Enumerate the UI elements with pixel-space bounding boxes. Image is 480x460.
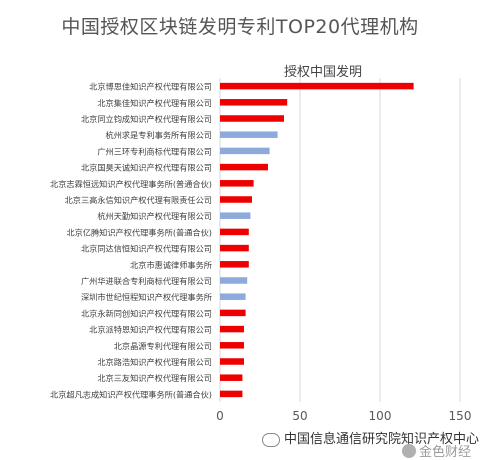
logo-icon	[402, 444, 416, 458]
bar	[220, 244, 249, 252]
category-label: 北京派特恩知识产权代理有限公司	[89, 325, 212, 335]
category-label: 北京国昊天诚知识产权代理有限公司	[81, 163, 212, 173]
bar	[220, 293, 246, 300]
category-label: 北京集佳知识产权代理有限公司	[97, 98, 212, 108]
x-tick-label: 50	[292, 409, 307, 423]
bar	[220, 309, 246, 317]
category-label: 北京同立钧成知识产权代理有限公司	[81, 114, 212, 124]
bar	[220, 212, 251, 219]
x-tick-label: 100	[369, 409, 392, 423]
category-label: 广州三环专利商标代理有限公司	[97, 146, 212, 156]
category-label: 北京路浩知识产权代理有限公司	[97, 357, 212, 367]
category-label: 广州华进联合专利商标代理有限公司	[81, 276, 212, 286]
category-label: 北京超凡志成知识产权代理事务所(普通合伙)	[50, 389, 212, 399]
bar	[220, 325, 244, 333]
watermark-text: 中国信息通信研究院知识产权中心	[284, 432, 480, 447]
watermark: 中国信息通信研究院知识产权中心	[262, 428, 479, 447]
bar	[220, 342, 244, 349]
bar	[220, 196, 252, 203]
bar	[220, 99, 288, 106]
x-tick-label: 150	[449, 409, 472, 423]
bar	[220, 131, 278, 138]
bar	[220, 374, 243, 381]
category-labels: 北京博思佳知识产权代理有限公司北京集佳知识产权代理有限公司北京同立钧成知识产权代…	[50, 82, 212, 400]
category-label: 北京晶源专利代理有限公司	[114, 341, 212, 351]
category-label: 北京同达信恒知识产权代理有限公司	[81, 244, 212, 254]
bar	[220, 358, 244, 365]
logo: 金色财经	[402, 441, 471, 460]
x-tick-labels: 0 50 100 150	[216, 409, 471, 423]
bar	[220, 228, 249, 236]
category-label: 北京永新同创知识产权代理有限公司	[81, 308, 212, 318]
x-tick-label: 0	[216, 409, 224, 423]
category-label: 北京博思佳知识产权代理有限公司	[89, 82, 212, 92]
category-label: 北京志霖恒远知识产权代理事务所(普通合伙)	[50, 179, 212, 189]
bar	[220, 277, 248, 284]
bars	[220, 82, 414, 398]
category-label: 北京亿腾知识产权代理事务所(普通合伙)	[66, 227, 212, 237]
category-label: 北京三高永信知识产权代理有限责任公司	[65, 195, 212, 205]
legend-label: 授权中国发明	[284, 64, 362, 80]
chart-title: 中国授权区块链发明专利TOP20代理机构	[61, 16, 419, 38]
bar	[220, 82, 414, 90]
bar	[220, 115, 284, 122]
logo-text: 金色财经	[419, 445, 472, 460]
grid-lines	[219, 78, 461, 402]
category-label: 杭州天勤知识产权代理有限公司	[97, 211, 212, 221]
category-label: 深圳市世纪恒程知识产权代理事务所	[81, 292, 212, 302]
category-label: 杭州求是专利事务所有限公司	[106, 130, 212, 140]
bar	[220, 180, 254, 187]
bar	[220, 390, 243, 398]
wechat-icon	[262, 432, 280, 447]
category-label: 北京市惠诚律师事务所	[130, 260, 212, 270]
bar	[220, 261, 249, 268]
bar	[220, 163, 268, 171]
bar	[220, 147, 270, 155]
category-label: 北京三友知识产权代理有限公司	[97, 373, 212, 383]
